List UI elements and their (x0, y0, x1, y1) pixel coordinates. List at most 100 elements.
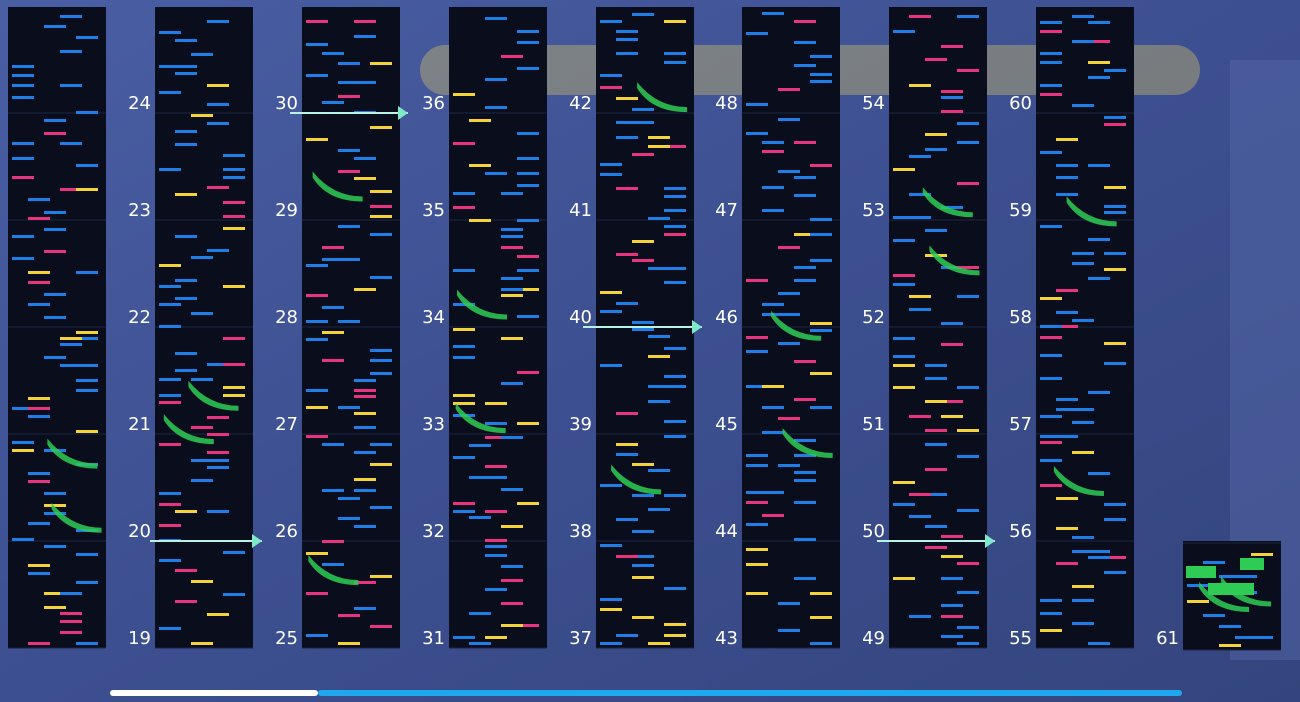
note (485, 539, 507, 542)
note (1040, 225, 1062, 228)
playhead-marker (252, 534, 262, 548)
note (159, 285, 181, 288)
note (28, 303, 50, 306)
note (175, 39, 197, 42)
note (810, 642, 832, 645)
measure-number: 19 (128, 628, 151, 649)
note (485, 510, 507, 513)
note (957, 15, 979, 18)
note (207, 459, 229, 462)
note (12, 142, 34, 145)
measure-number: 32 (422, 521, 445, 542)
note (44, 119, 66, 122)
note (12, 407, 34, 410)
note (1072, 104, 1094, 107)
note (207, 613, 229, 616)
note (501, 382, 523, 385)
note (893, 216, 915, 219)
note (600, 544, 622, 547)
note (322, 489, 344, 492)
measure-number: 42 (569, 93, 592, 114)
note (762, 12, 784, 15)
note (517, 255, 539, 258)
note (1040, 61, 1062, 64)
note (60, 84, 82, 87)
note (453, 192, 475, 195)
note (664, 587, 686, 590)
note (306, 435, 328, 438)
note (28, 480, 50, 483)
note (664, 281, 686, 284)
note (191, 479, 213, 482)
measure-number: 24 (128, 93, 151, 114)
note (207, 20, 229, 23)
measure-number: 39 (569, 414, 592, 435)
note (191, 580, 213, 583)
note (370, 359, 392, 362)
note (485, 588, 507, 591)
note (1072, 536, 1094, 539)
note (1040, 354, 1062, 357)
note (517, 172, 539, 175)
note (1056, 408, 1078, 411)
note (746, 501, 768, 504)
note (600, 291, 622, 294)
note (941, 635, 963, 638)
note (664, 20, 686, 23)
note (159, 394, 181, 397)
note (354, 478, 376, 481)
note (1219, 625, 1241, 628)
note (322, 563, 344, 566)
note (370, 126, 392, 129)
note (354, 525, 376, 528)
note (1088, 61, 1110, 64)
measure-number: 51 (862, 414, 885, 435)
note (1040, 93, 1062, 96)
note (664, 187, 686, 190)
note (322, 101, 344, 104)
note (191, 256, 213, 259)
note (207, 363, 229, 366)
note (322, 331, 344, 334)
slide (455, 403, 506, 434)
progress-remaining[interactable] (318, 690, 1182, 696)
note (207, 433, 229, 436)
measure-number: 22 (128, 307, 151, 328)
note (909, 295, 931, 298)
note (893, 337, 915, 340)
note (223, 176, 245, 179)
slide (312, 171, 363, 202)
note (794, 233, 816, 236)
note (1104, 268, 1126, 271)
note (1104, 205, 1126, 208)
note (44, 545, 66, 548)
slide (47, 438, 98, 469)
note (1040, 612, 1062, 615)
note (44, 211, 66, 214)
note (616, 518, 638, 521)
note (191, 426, 213, 429)
note (60, 337, 82, 340)
measure-number: 33 (422, 414, 445, 435)
note (223, 168, 245, 171)
note (76, 389, 98, 392)
note (778, 246, 800, 249)
note (810, 80, 832, 83)
note (469, 164, 491, 167)
note (778, 464, 800, 467)
note (469, 444, 491, 447)
note (175, 130, 197, 133)
note (925, 525, 947, 528)
note (223, 227, 245, 230)
note (1088, 21, 1110, 24)
note (648, 335, 670, 338)
note (941, 615, 963, 618)
note (925, 468, 947, 471)
note (762, 150, 784, 153)
note (453, 303, 475, 306)
note (1072, 599, 1094, 602)
measure-number: 55 (1009, 628, 1032, 649)
note (485, 17, 507, 20)
note (909, 84, 931, 87)
note (1072, 550, 1094, 553)
